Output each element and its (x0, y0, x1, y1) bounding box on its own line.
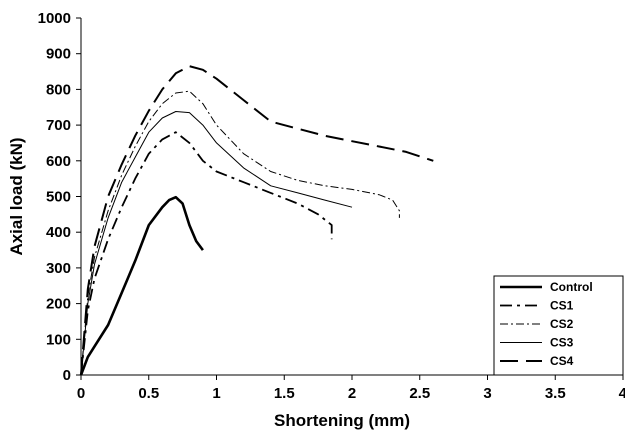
series-line-cs2 (80, 90, 400, 376)
x-tick-label: 0 (77, 385, 85, 402)
y-tick-label: 300 (46, 260, 71, 277)
x-tick-label: 2.5 (409, 385, 430, 402)
legend-box (493, 275, 624, 376)
series-line-cs3 (80, 111, 353, 376)
legend-items: Control CS1 CS2 CS3 CS4 (500, 280, 593, 368)
y-tick-label: 1000 (38, 10, 71, 27)
legend-label-control: Control (550, 280, 593, 294)
x-tick-label: 4 (619, 385, 625, 402)
y-tick-label: 600 (46, 153, 71, 170)
legend-label-cs2: CS2 (550, 317, 574, 331)
x-tick-label: 3 (483, 385, 491, 402)
y-tick-label: 200 (46, 296, 71, 313)
y-axis-title: Axial load (kN) (7, 137, 26, 255)
series-layer (79, 65, 434, 376)
legend-label-cs3: CS3 (550, 336, 574, 350)
y-tick-label: 400 (46, 224, 71, 241)
series-line-cs1 (80, 131, 333, 376)
x-tick-label: 0.5 (138, 385, 159, 402)
x-tick-label: 3.5 (545, 385, 566, 402)
x-tick-label: 1 (212, 385, 220, 402)
legend: Control CS1 CS2 CS3 CS4 (493, 275, 624, 376)
y-tick-label: 100 (46, 331, 71, 348)
y-ticks: 0 100 200 300 400 500 600 700 800 900 1000 (38, 10, 81, 384)
y-tick-label: 800 (46, 81, 71, 98)
x-axis-title: Shortening (mm) (274, 411, 410, 430)
x-tick-label: 1.5 (274, 385, 295, 402)
x-ticks: 0 0.5 1 1.5 2 2.5 3 3.5 4 (77, 375, 625, 402)
series-line-cs4 (80, 65, 434, 376)
y-tick-label: 0 (63, 367, 71, 384)
legend-label-cs4: CS4 (550, 354, 574, 368)
legend-label-cs1: CS1 (550, 299, 574, 313)
series-line-control (79, 195, 204, 376)
y-tick-label: 500 (46, 189, 71, 206)
x-tick-label: 2 (348, 385, 356, 402)
y-tick-label: 700 (46, 117, 71, 134)
y-tick-label: 900 (46, 46, 71, 63)
